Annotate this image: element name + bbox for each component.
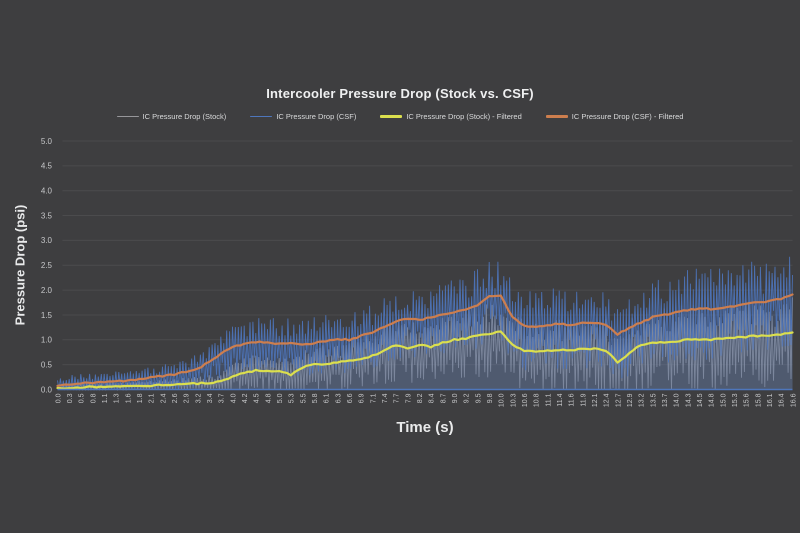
x-tick-label: 0.0 bbox=[55, 393, 62, 403]
y-tick-label: 4.0 bbox=[41, 187, 53, 196]
x-tick-label: 6.3 bbox=[335, 393, 342, 403]
x-tick-label: 13.5 bbox=[650, 393, 657, 407]
x-tick-label: 5.8 bbox=[312, 393, 319, 403]
y-tick-label: 5.0 bbox=[41, 137, 53, 146]
x-tick-label: 11.4 bbox=[557, 393, 564, 406]
x-tick-label: 8.4 bbox=[429, 393, 436, 403]
x-tick-label: 13.7 bbox=[662, 393, 669, 407]
x-tick-label: 15.6 bbox=[744, 393, 751, 407]
x-tick-label: 16.4 bbox=[779, 393, 786, 407]
x-tick-label: 4.0 bbox=[230, 393, 237, 403]
y-tick-label: 1.5 bbox=[41, 311, 53, 320]
x-tick-label: 12.4 bbox=[604, 393, 611, 407]
series-filtered-2 bbox=[56, 330, 794, 390]
x-tick-label: 11.1 bbox=[545, 393, 552, 406]
x-tick-label: 12.7 bbox=[615, 393, 622, 407]
x-tick-label: 7.7 bbox=[394, 393, 401, 403]
x-tick-label: 3.2 bbox=[195, 393, 202, 403]
x-tick-label: 9.2 bbox=[464, 393, 471, 403]
legend: IC Pressure Drop (Stock) IC Pressure Drop… bbox=[0, 112, 800, 121]
x-tick-label: 15.8 bbox=[755, 393, 762, 407]
x-tick-label: 1.3 bbox=[114, 393, 121, 403]
x-tick-label: 11.6 bbox=[569, 393, 576, 406]
x-tick-label: 5.0 bbox=[277, 393, 284, 403]
x-tick-label: 13.2 bbox=[639, 393, 646, 407]
x-tick-label: 12.1 bbox=[592, 393, 599, 407]
x-tick-label: 9.8 bbox=[487, 393, 494, 403]
x-tick-label: 16.1 bbox=[767, 393, 774, 407]
x-tick-label: 10.3 bbox=[510, 393, 517, 407]
x-tick-label: 9.0 bbox=[452, 393, 459, 403]
x-tick-label: 4.5 bbox=[254, 393, 261, 403]
y-tick-label: 0.5 bbox=[41, 360, 53, 369]
legend-label: IC Pressure Drop (CSF) bbox=[276, 112, 357, 121]
y-tick-label: 0.0 bbox=[41, 385, 53, 394]
x-tick-label: 11.9 bbox=[580, 393, 587, 406]
x-tick-label: 2.9 bbox=[184, 393, 191, 403]
x-tick-label: 0.8 bbox=[90, 393, 97, 403]
x-tick-label: 12.9 bbox=[627, 393, 634, 407]
series-raw-0 bbox=[57, 297, 793, 392]
x-tick-label: 2.4 bbox=[160, 393, 167, 403]
x-tick-label: 1.6 bbox=[125, 393, 132, 403]
x-tick-label: 8.7 bbox=[440, 393, 447, 403]
x-tick-label: 15.3 bbox=[732, 393, 739, 407]
x-tick-label: 5.5 bbox=[300, 393, 307, 403]
legend-item: IC Pressure Drop (CSF) bbox=[250, 112, 356, 121]
legend-line-marker bbox=[116, 115, 139, 118]
x-tick-label: 6.1 bbox=[324, 393, 331, 403]
x-tick-label: 10.6 bbox=[522, 393, 529, 407]
x-tick-label: 14.5 bbox=[697, 393, 704, 407]
x-tick-label: 2.1 bbox=[149, 393, 156, 403]
x-tick-label: 3.4 bbox=[207, 393, 214, 403]
x-tick-label: 0.5 bbox=[79, 393, 86, 403]
y-tick-label: 1.0 bbox=[41, 336, 53, 345]
y-tick-label: 4.5 bbox=[41, 162, 53, 171]
legend-label: IC Pressure Drop (Stock) bbox=[142, 112, 227, 121]
x-tick-label: 1.1 bbox=[102, 393, 109, 403]
x-tick-label: 9.5 bbox=[475, 393, 482, 403]
x-tick-label: 1.8 bbox=[137, 393, 144, 403]
x-tick-label: 10.8 bbox=[534, 393, 541, 407]
legend-item: IC Pressure Drop (CSF) - Filtered bbox=[545, 112, 684, 121]
x-tick-label: 5.3 bbox=[289, 393, 296, 403]
x-tick-label: 10.0 bbox=[499, 393, 506, 407]
y-tick-label: 2.0 bbox=[41, 286, 53, 295]
y-tick-label: 2.5 bbox=[41, 261, 53, 270]
legend-line-marker bbox=[545, 115, 568, 118]
x-tick-label: 7.9 bbox=[405, 393, 412, 403]
x-tick-label: 7.4 bbox=[382, 393, 389, 403]
x-tick-label: 15.0 bbox=[720, 393, 727, 407]
legend-item: IC Pressure Drop (Stock) - Filtered bbox=[380, 112, 522, 121]
x-tick-label: 4.2 bbox=[242, 393, 249, 403]
legend-line-marker bbox=[250, 115, 273, 118]
x-tick-label: 3.7 bbox=[219, 393, 226, 403]
x-tick-label: 16.6 bbox=[790, 393, 797, 407]
x-tick-label: 14.0 bbox=[674, 393, 681, 407]
legend-label: IC Pressure Drop (Stock) - Filtered bbox=[406, 112, 522, 121]
legend-item: IC Pressure Drop (Stock) bbox=[116, 112, 227, 121]
legend-line-marker bbox=[380, 115, 403, 118]
series-raw-1 bbox=[57, 256, 793, 390]
x-tick-label: 0.3 bbox=[67, 393, 74, 403]
y-tick-label: 3.5 bbox=[41, 211, 53, 220]
x-axis-title: Time (s) bbox=[396, 419, 454, 436]
series-area-1 bbox=[57, 256, 793, 390]
x-tick-label: 6.9 bbox=[359, 393, 366, 403]
x-tick-label: 8.2 bbox=[417, 393, 424, 403]
legend-label: IC Pressure Drop (CSF) - Filtered bbox=[571, 112, 684, 121]
x-tick-label: 14.8 bbox=[709, 393, 716, 407]
series-filtered-3 bbox=[56, 293, 794, 387]
y-tick-label: 3.0 bbox=[41, 236, 53, 245]
x-tick-label: 14.3 bbox=[685, 393, 692, 407]
x-tick-label: 2.6 bbox=[172, 393, 179, 403]
x-tick-label: 4.8 bbox=[265, 393, 272, 403]
chart-title: Intercooler Pressure Drop (Stock vs. CSF… bbox=[266, 86, 534, 101]
x-tick-label: 7.1 bbox=[370, 393, 377, 403]
x-tick-label: 6.6 bbox=[347, 393, 354, 403]
